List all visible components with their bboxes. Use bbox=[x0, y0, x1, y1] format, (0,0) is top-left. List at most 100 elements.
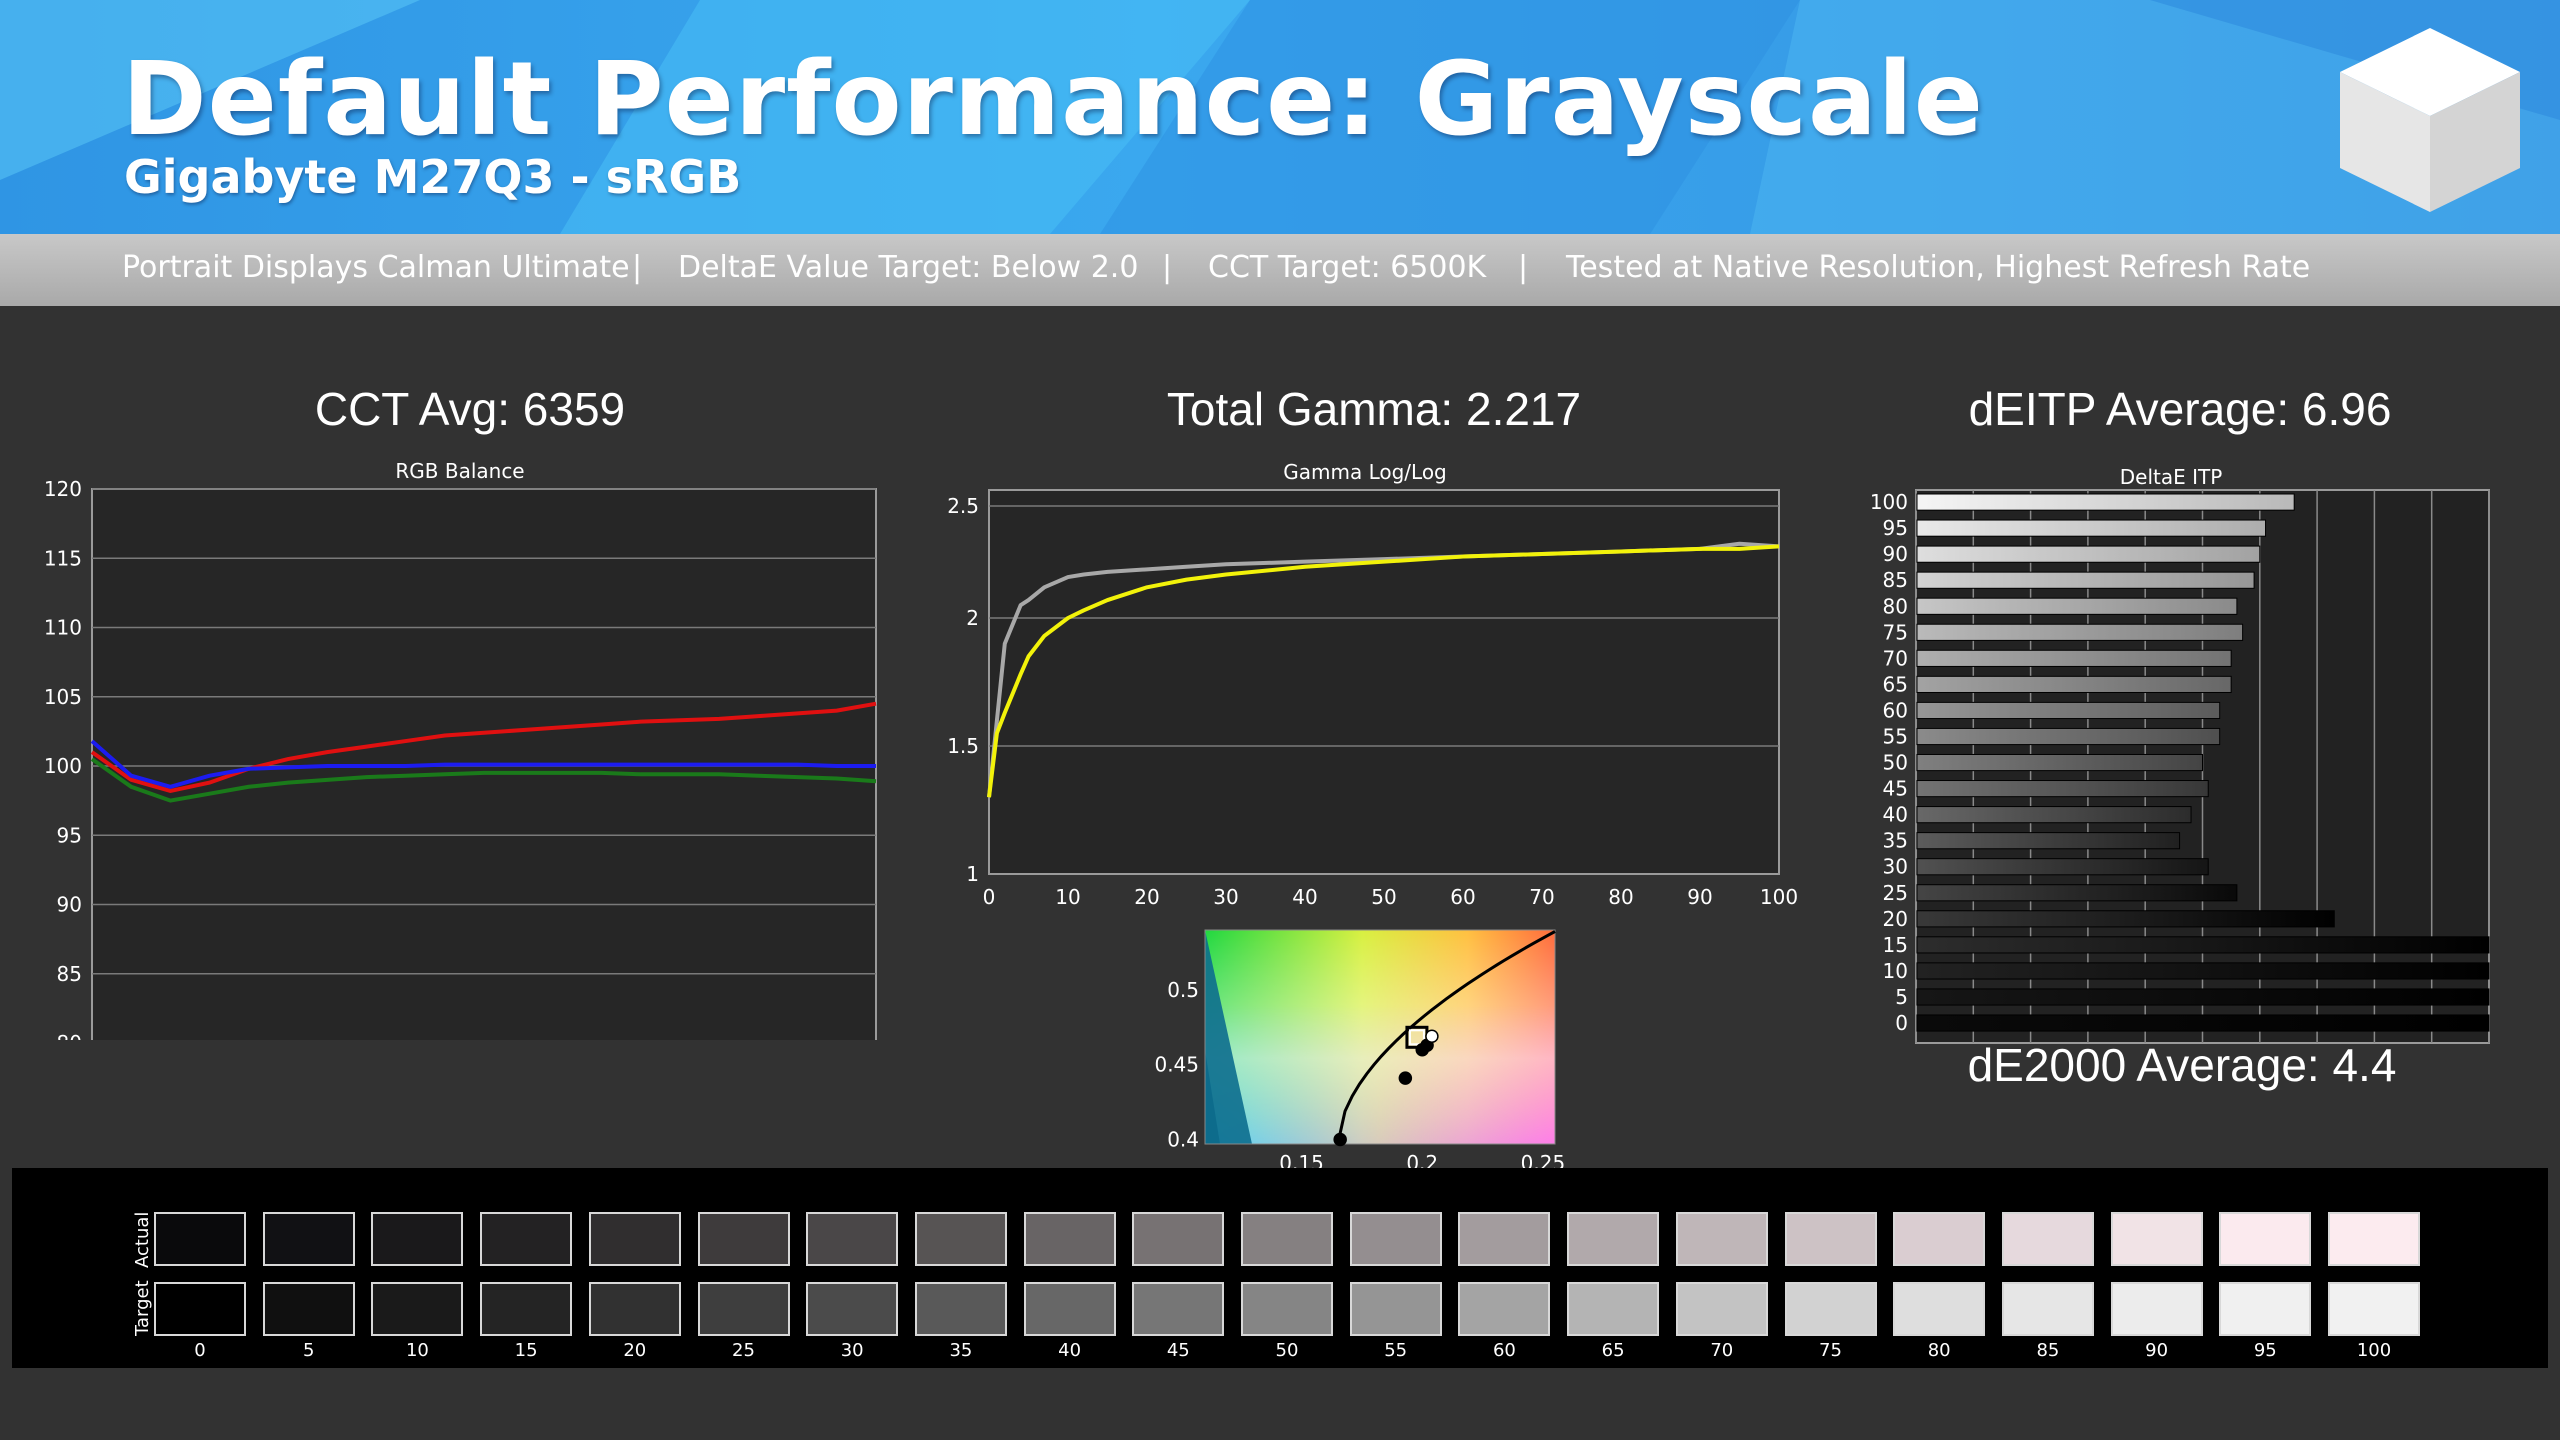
deltae-bar bbox=[1916, 910, 2335, 928]
actual-swatch bbox=[2001, 1212, 2094, 1266]
actual-swatch bbox=[2328, 1212, 2420, 1266]
swatch-label: 70 bbox=[1710, 1340, 1734, 1361]
target-whitepoint-marker-inner bbox=[1408, 1029, 1425, 1046]
target-swatch bbox=[697, 1282, 790, 1336]
deltae-itp-title: DeltaE ITP bbox=[2120, 465, 2223, 489]
x-tick-label: 90 bbox=[1687, 885, 1712, 909]
series-line bbox=[90, 739, 876, 789]
y-tick-label: 90 bbox=[1883, 542, 1908, 566]
actual-swatch bbox=[806, 1212, 899, 1266]
swatch-label: 55 bbox=[1384, 1340, 1408, 1361]
y-tick-label: 0.4 bbox=[1167, 1128, 1199, 1152]
y-tick-label: 105 bbox=[44, 685, 82, 709]
actual-swatch bbox=[1458, 1212, 1551, 1266]
swatch-label: 30 bbox=[840, 1340, 864, 1361]
measured-point bbox=[1425, 1029, 1439, 1044]
measured-point bbox=[1398, 1071, 1413, 1085]
deltae-bar bbox=[1916, 806, 2192, 824]
swatch-label: 65 bbox=[1601, 1340, 1625, 1361]
target-swatch bbox=[1784, 1282, 1877, 1336]
swatch-label: 45 bbox=[1166, 1340, 1190, 1361]
deltae-bar bbox=[1916, 780, 2209, 798]
target-swatch bbox=[1241, 1282, 1333, 1336]
actual-swatch bbox=[1784, 1212, 1877, 1266]
y-tick-label: 75 bbox=[1883, 620, 1908, 644]
target-swatch bbox=[2001, 1282, 2094, 1336]
info-separator: | bbox=[632, 250, 643, 285]
info-test-conditions: Tested at Native Resolution, Highest Ref… bbox=[1566, 250, 2311, 285]
deltae-bar bbox=[1916, 727, 2221, 746]
target-swatch bbox=[154, 1282, 246, 1336]
y-tick-label: 40 bbox=[1883, 803, 1908, 827]
y-tick-label: 2.5 bbox=[947, 494, 979, 518]
cct-average-heading: CCT Avg: 6359 bbox=[314, 383, 626, 435]
swatch-label: 5 bbox=[302, 1340, 315, 1361]
y-tick-label: 0.5 bbox=[1167, 978, 1199, 1002]
target-swatch bbox=[1349, 1282, 1442, 1336]
deltae-bar bbox=[1916, 962, 2490, 980]
target-swatch bbox=[1023, 1282, 1116, 1336]
y-tick-label: 5 bbox=[1895, 985, 1908, 1009]
actual-swatch bbox=[697, 1212, 790, 1266]
target-swatch bbox=[1567, 1282, 1660, 1336]
banner-background bbox=[0, 0, 2560, 234]
x-tick-label: 70 bbox=[1529, 885, 1554, 909]
actual-swatch bbox=[480, 1212, 573, 1266]
swatch-label: 35 bbox=[949, 1340, 973, 1361]
total-gamma-heading: Total Gamma: 2.217 bbox=[1166, 383, 1582, 435]
target-swatch bbox=[480, 1282, 573, 1336]
plot-area bbox=[988, 489, 1780, 875]
x-tick-label: 100 bbox=[1760, 885, 1798, 909]
y-tick-label: 0 bbox=[1895, 1011, 1908, 1035]
deltae-bar bbox=[1916, 858, 2209, 876]
series-line bbox=[90, 757, 877, 803]
gamma-title: Gamma Log/Log bbox=[1283, 460, 1447, 484]
actual-swatch bbox=[1132, 1212, 1225, 1266]
target-swatch bbox=[2328, 1282, 2420, 1336]
y-tick-label: 35 bbox=[1883, 829, 1908, 853]
actual-swatch bbox=[1349, 1212, 1442, 1266]
y-tick-label: 95 bbox=[57, 823, 82, 847]
deltae-itp-chart: DeltaE ITP 01234567891010095908580757065… bbox=[1870, 465, 2490, 1044]
deltae-bar bbox=[1916, 884, 2238, 902]
deltae-bar bbox=[1916, 493, 2295, 511]
page-subtitle: Gigabyte M27Q3 - sRGB bbox=[124, 150, 742, 204]
deltae-bar bbox=[1916, 1014, 2490, 1032]
info-separator: | bbox=[1518, 250, 1529, 285]
measured-point bbox=[1333, 1132, 1347, 1147]
y-tick-label: 45 bbox=[1883, 777, 1908, 801]
gamma-chart: Gamma Log/Log 1 1.5 2 2.5 0 10 20 30 40 50 60 70 80 9… bbox=[947, 460, 1798, 909]
y-tick-label: 85 bbox=[1883, 568, 1908, 592]
y-tick-label: 60 bbox=[1883, 698, 1908, 722]
y-tick-label: 25 bbox=[1883, 881, 1908, 905]
x-tick-label: 20 bbox=[1134, 885, 1159, 909]
y-tick-label: 80 bbox=[57, 1031, 82, 1040]
actual-swatch bbox=[1023, 1212, 1116, 1266]
target-swatch bbox=[588, 1282, 681, 1336]
swatch-label: 80 bbox=[1927, 1340, 1951, 1361]
deltae-bar bbox=[1916, 753, 2203, 772]
x-tick-label: 10 bbox=[1055, 885, 1080, 909]
actual-swatch bbox=[588, 1212, 681, 1266]
target-swatch bbox=[1893, 1282, 1986, 1336]
de2000-average-heading: dE2000 Average: 4.4 bbox=[1967, 1039, 2397, 1091]
deltae-bar bbox=[1916, 623, 2244, 641]
y-tick-label: 2 bbox=[966, 606, 979, 630]
target-swatch bbox=[806, 1282, 899, 1336]
deltae-bar bbox=[1916, 832, 2181, 850]
x-tick-label: 0.2 bbox=[1406, 1151, 1438, 1170]
rgb-balance-title: RGB Balance bbox=[395, 459, 524, 483]
target-swatch bbox=[914, 1282, 1007, 1336]
x-tick-label: 0 bbox=[983, 885, 996, 909]
y-tick-label: 30 bbox=[1883, 855, 1908, 879]
grayscale-swatch-strip: Actual Target 0 5 10 15 20 25 30 35 40 45 50 55 60 65… bbox=[12, 1168, 2548, 1368]
y-tick-label: 115 bbox=[44, 546, 82, 570]
y-tick-label: 15 bbox=[1883, 933, 1908, 957]
actual-swatch bbox=[262, 1212, 355, 1266]
info-delta-target: DeltaE Value Target: Below 2.0 bbox=[678, 250, 1139, 285]
target-swatch bbox=[1675, 1282, 1768, 1336]
planckian-locus-curve bbox=[1336, 930, 1556, 1145]
swatch-label: 60 bbox=[1492, 1340, 1516, 1361]
x-tick-label: 60 bbox=[1450, 885, 1475, 909]
cube-icon bbox=[2340, 28, 2520, 212]
